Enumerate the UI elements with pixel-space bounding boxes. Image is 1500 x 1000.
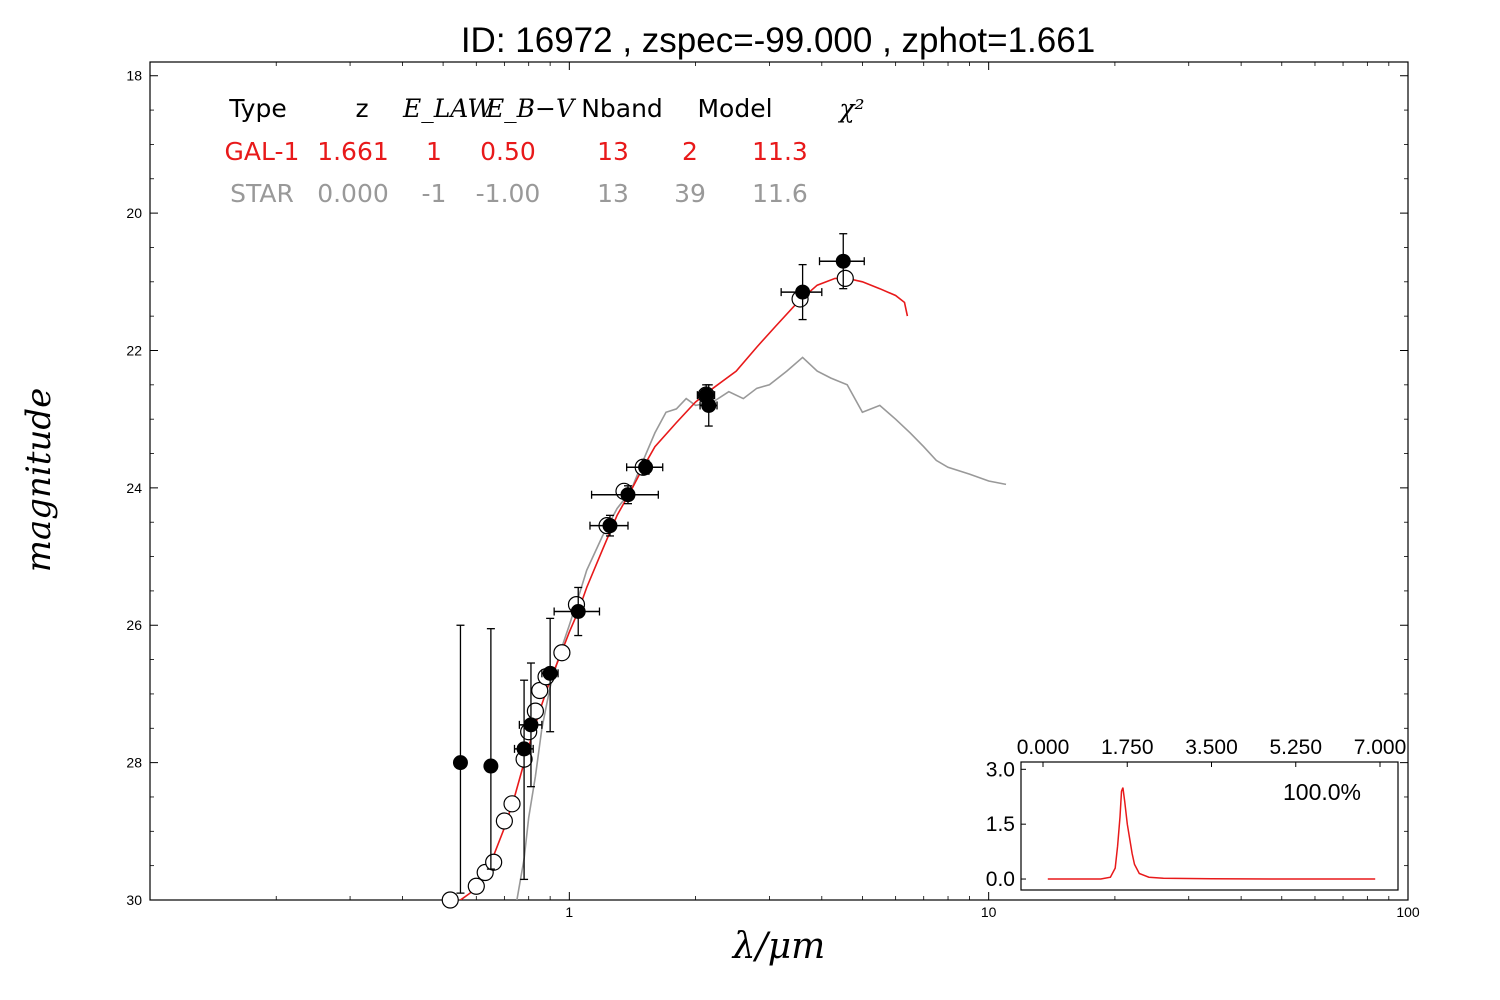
chart-title: ID: 16972 , zspec=-99.000 , zphot=1.661 <box>461 21 1095 60</box>
x-tick-label: 1 <box>565 904 573 920</box>
model-point <box>553 644 571 662</box>
model-point <box>441 891 459 909</box>
table-header: E_B−V <box>485 94 577 123</box>
table-header: Nband <box>581 94 663 123</box>
inset-y-tick-label: 0.0 <box>986 868 1015 891</box>
observed-point <box>483 758 499 774</box>
model-point <box>503 795 521 813</box>
table-header: z <box>355 94 368 123</box>
table-header: E_LAW <box>402 94 495 123</box>
inset-axes: 0.000 1.750 3.500 5.250 7.000 0.0 1.5 3.0 <box>986 736 1406 891</box>
y-tick-label: 30 <box>126 892 142 908</box>
plot-frame <box>149 61 1409 901</box>
model-point <box>485 853 503 871</box>
observed-point <box>570 604 586 620</box>
table-cell: -1 <box>422 179 447 208</box>
x-axis: 1 10 100 <box>275 62 1420 920</box>
table-cell: 1.661 <box>317 137 389 166</box>
table-cell: 2 <box>682 137 698 166</box>
inset-x-tick-label: 1.750 <box>1101 736 1154 759</box>
observed-point <box>452 755 468 771</box>
model-point <box>836 269 854 287</box>
observed-point <box>516 741 532 757</box>
y-tick-label: 20 <box>126 205 142 221</box>
x-tick-label: 100 <box>1396 904 1420 920</box>
table-cell: 39 <box>674 179 706 208</box>
model-point <box>467 877 485 895</box>
inset-pdz-curve <box>1047 787 1376 880</box>
table-cell: 0.000 <box>317 179 389 208</box>
y-tick-label: 18 <box>126 68 142 84</box>
inset-y-tick-label: 3.0 <box>986 758 1015 781</box>
observed-point <box>701 397 717 413</box>
model-point <box>495 812 513 830</box>
y-axis-label: magnitude <box>19 388 59 573</box>
observed-photometry <box>452 233 865 894</box>
table-cell: 0.50 <box>480 137 536 166</box>
table-cell: 11.6 <box>752 179 808 208</box>
observed-point <box>835 253 851 269</box>
x-axis-label: λ/μm <box>731 926 825 967</box>
table-cell: 13 <box>597 179 629 208</box>
y-axis: 18 20 22 24 26 28 30 <box>126 68 1408 908</box>
y-tick-label: 26 <box>126 617 142 633</box>
model-point <box>526 702 545 720</box>
observed-point <box>795 284 811 300</box>
observed-point <box>638 459 654 475</box>
y-tick-label: 22 <box>126 342 142 358</box>
table-cell: 1 <box>426 137 442 166</box>
inset-x-tick-label: 5.250 <box>1269 736 1322 759</box>
template-curves <box>459 277 1007 900</box>
table-cell: STAR <box>230 179 294 208</box>
galaxy-template-line <box>459 277 909 900</box>
inset-x-tick-label: 3.500 <box>1185 736 1238 759</box>
pdz-inset: 0.000 1.750 3.500 5.250 7.000 0.0 1.5 3.0 100.0… <box>986 736 1406 891</box>
table-cell: -1.00 <box>476 179 541 208</box>
table-header: Model <box>697 94 772 123</box>
inset-x-tick-label: 0.000 <box>1017 736 1070 759</box>
star-template-line <box>516 356 1007 900</box>
y-tick-label: 24 <box>126 480 142 496</box>
inset-x-tick-label: 7.000 <box>1354 736 1407 759</box>
table-cell: GAL-1 <box>225 137 300 166</box>
observed-point <box>523 717 539 733</box>
observed-point <box>620 487 636 503</box>
inset-y-tick-label: 1.5 <box>986 813 1015 836</box>
observed-point <box>542 665 558 681</box>
table-header: χ² <box>837 94 864 123</box>
table-header: Type <box>228 94 286 123</box>
inset-frame <box>1020 761 1399 891</box>
inset-percent-label: 100.0% <box>1283 779 1361 805</box>
observed-point <box>602 518 618 534</box>
x-tick-label: 10 <box>981 904 997 920</box>
y-tick-label: 28 <box>126 755 142 771</box>
table-cell: 13 <box>597 137 629 166</box>
table-cell: 11.3 <box>752 137 808 166</box>
